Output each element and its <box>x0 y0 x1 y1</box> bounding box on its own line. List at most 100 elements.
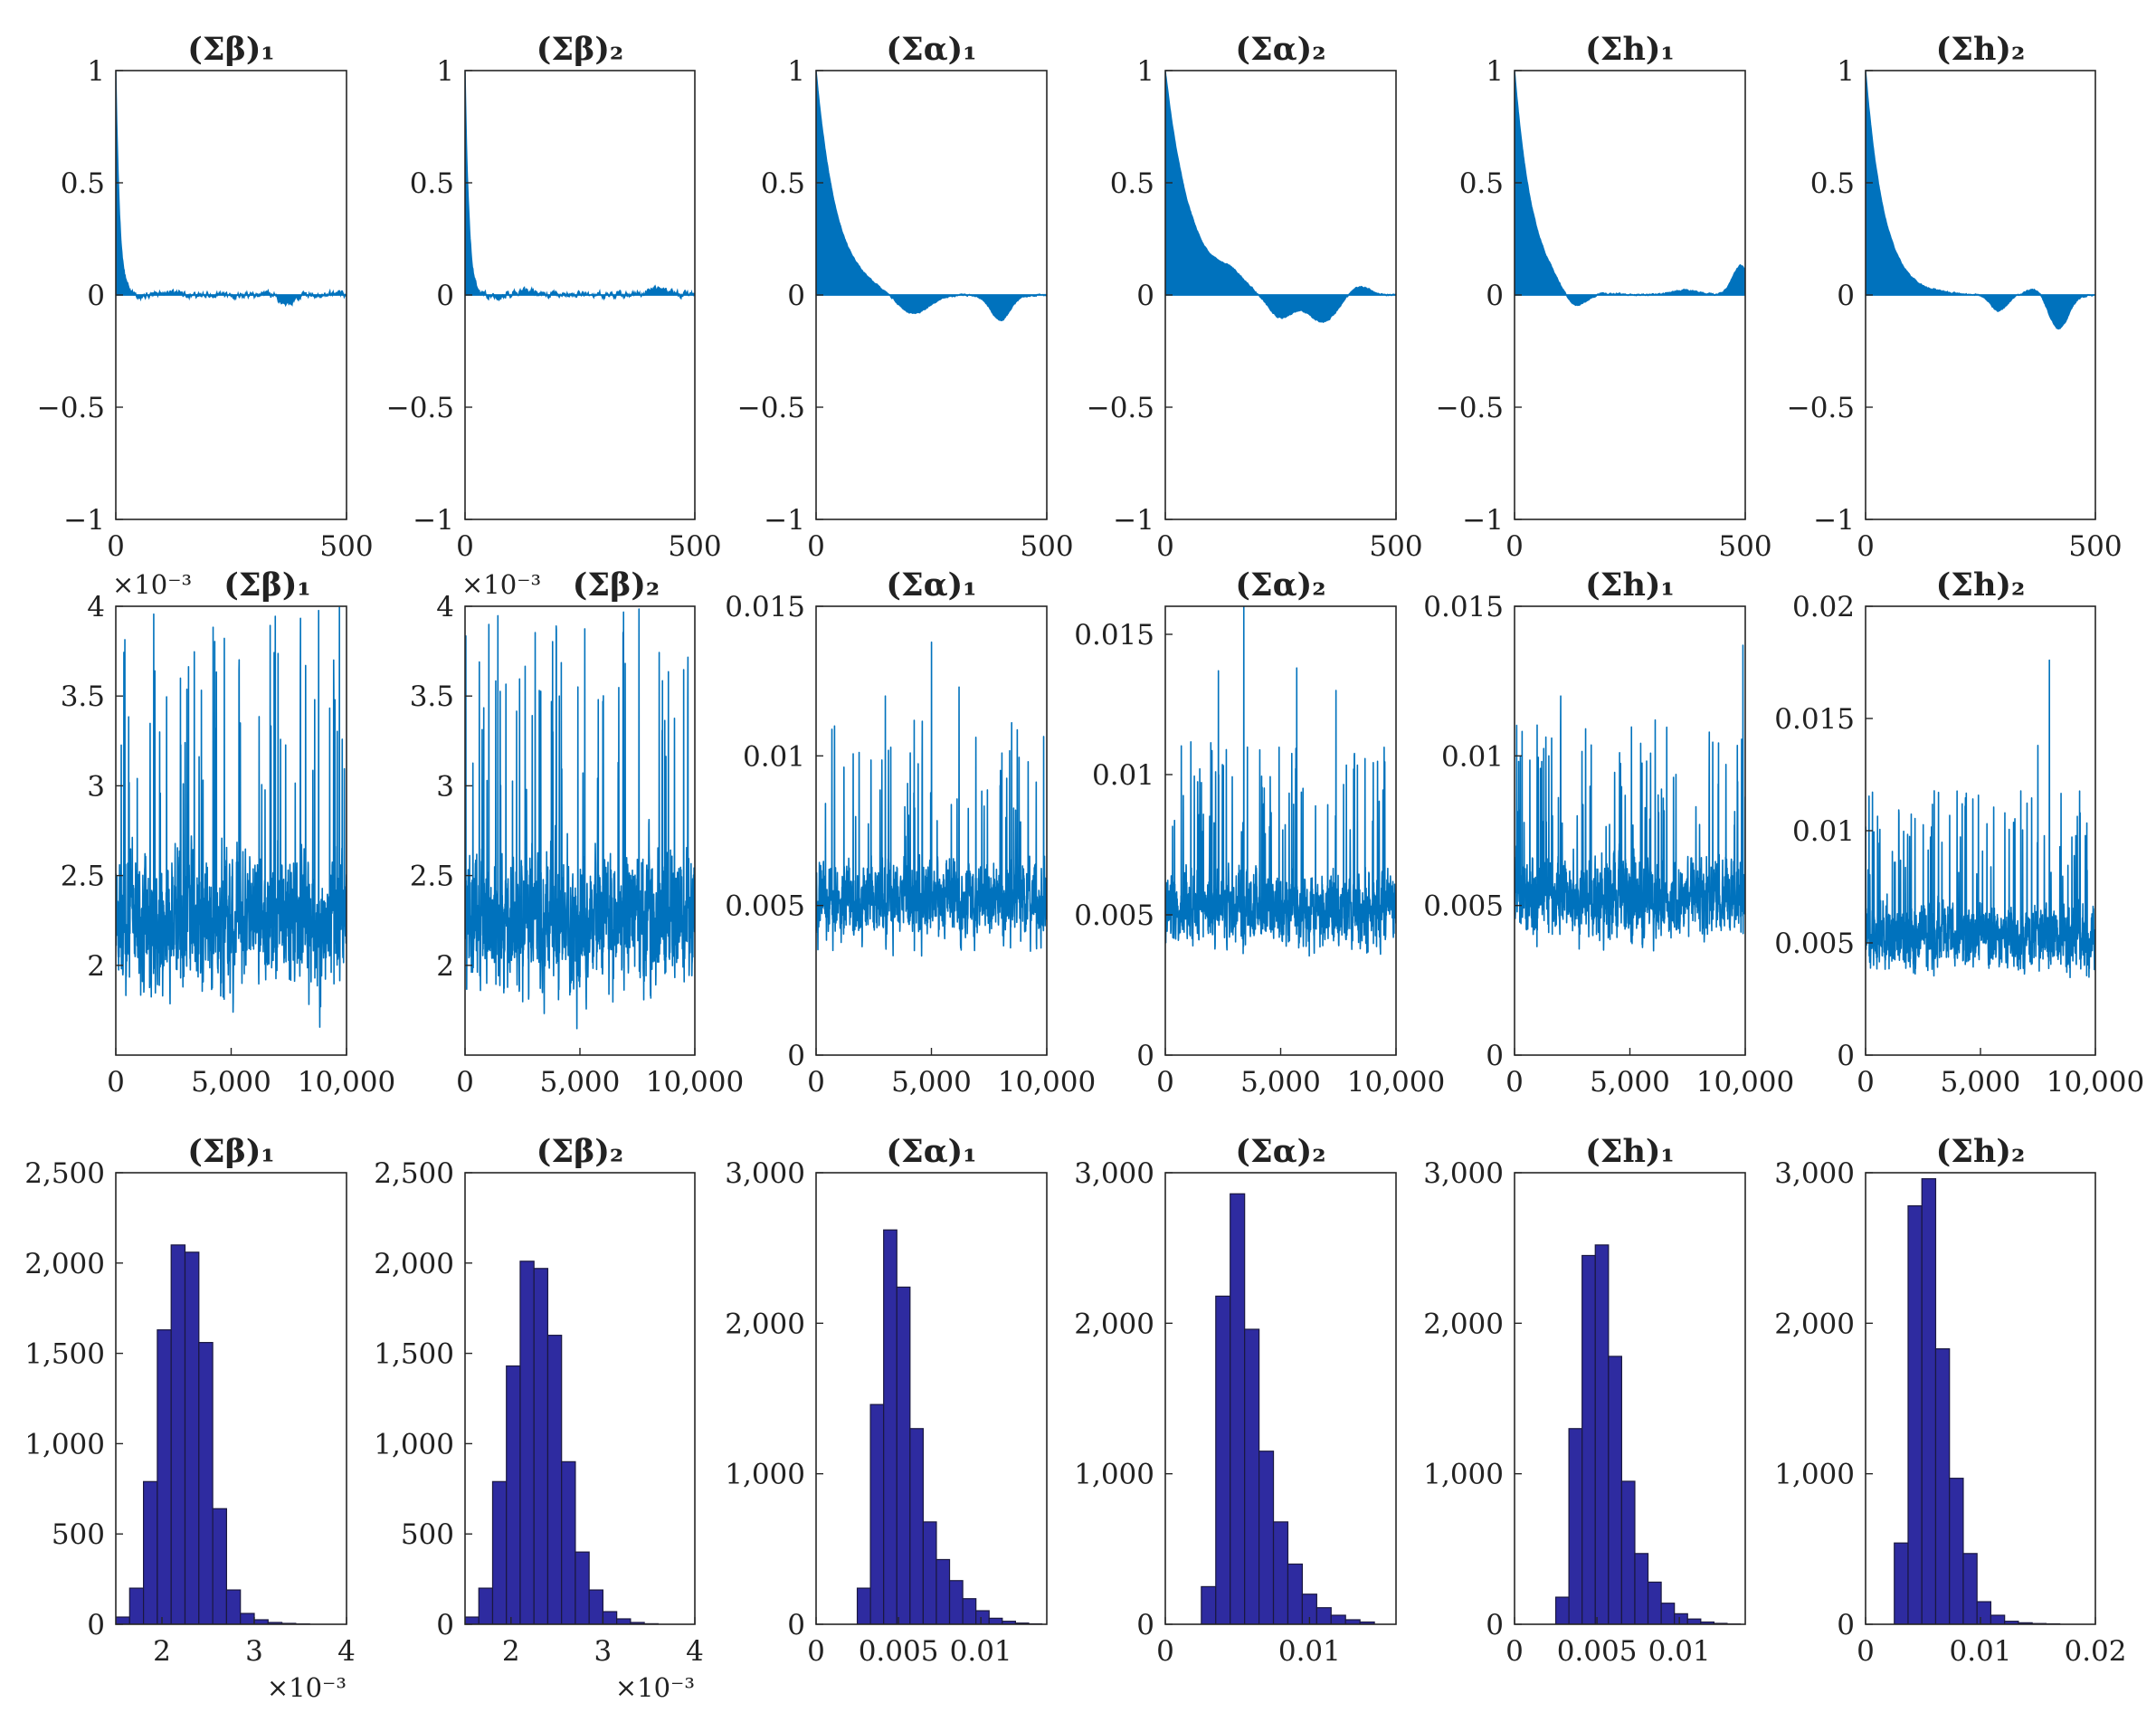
trace-line <box>116 606 347 1028</box>
x-tick-label: 0.005 <box>1557 1635 1638 1668</box>
hist-bar <box>1949 1478 1964 1624</box>
y-tick-label: 4 <box>87 591 105 623</box>
plot-area <box>465 608 695 1030</box>
y-tick-label: 2,500 <box>374 1157 454 1190</box>
hist-bar <box>575 1551 590 1624</box>
hist-bar <box>922 1521 937 1624</box>
panel-acf-h1: −1 −0.5 0 0.5 1 0 500 (Σh)₁ <box>1436 31 1772 563</box>
hist-bar <box>170 1244 186 1624</box>
hist-bar <box>546 1335 563 1624</box>
chart-title: (Σβ)₁ <box>187 1133 274 1170</box>
x-tick-label: 10,000 <box>2047 1066 2144 1099</box>
hist-bar <box>1287 1563 1304 1624</box>
chart-title: (Σα)₁ <box>886 566 976 604</box>
chart-title: (Σα)₂ <box>1235 566 1325 604</box>
y-tick-label: −0.5 <box>1787 392 1855 424</box>
y-tick-label: 3,000 <box>1774 1157 1855 1190</box>
x-tick-label: 500 <box>1369 530 1422 563</box>
hist-bar <box>948 1580 964 1624</box>
chart-title: (Σh)₂ <box>1936 566 2026 604</box>
y-tick-label: −0.5 <box>1087 392 1154 424</box>
y-tick-label: 0.5 <box>1459 167 1504 200</box>
x-tick-label: 5,000 <box>540 1066 621 1099</box>
hist-bar <box>1634 1553 1649 1624</box>
y-tick-label: 0 <box>436 1609 454 1641</box>
y-tick-label: 0 <box>1837 280 1855 312</box>
panel-trace-alpha2: 0 0.005 0.01 0.015 0 5,000 10,000 (Σα)₂ <box>1074 566 1445 1099</box>
x-tick-label: 10,000 <box>646 1066 744 1099</box>
y-tick-label: 0.015 <box>1774 703 1855 736</box>
y-tick-label: 0.5 <box>410 167 454 200</box>
x-tick-label: 500 <box>1020 530 1073 563</box>
hist-bar <box>491 1480 508 1624</box>
y-tick-label: 1 <box>87 55 105 88</box>
plot-area <box>116 606 347 1028</box>
y-tick-label: 500 <box>52 1518 105 1551</box>
trace-line <box>465 608 695 1030</box>
chart-title: (Σβ)₁ <box>187 31 274 68</box>
plot-area <box>1515 71 1745 307</box>
y-multiplier: ×10⁻³ <box>112 569 192 600</box>
x-tick-label: 0.01 <box>950 1635 1012 1668</box>
acf-area <box>1165 71 1396 324</box>
y-tick-label: 0 <box>1486 1609 1504 1641</box>
x-multiplier: ×10⁻³ <box>615 1672 695 1703</box>
hist-bar <box>116 1616 130 1624</box>
y-tick-label: 0 <box>87 280 105 312</box>
chart-title: (Σh)₁ <box>1585 31 1675 68</box>
y-tick-label: 0 <box>787 1609 805 1641</box>
y-tick-label: 1,000 <box>1774 1459 1855 1491</box>
y-tick-label: −1 <box>1813 504 1855 537</box>
y-tick-label: 0.01 <box>1792 815 1855 848</box>
hist-bar <box>465 1616 480 1624</box>
x-tick-label: 0.01 <box>1648 1635 1711 1668</box>
panel-trace-h2: 0 0.005 0.01 0.015 0.02 0 5,000 10,000 (Σh)₂ <box>1774 566 2144 1099</box>
y-tick-label: 0.005 <box>1074 899 1154 932</box>
y-tick-label: 3 <box>87 770 105 803</box>
y-tick-label: −0.5 <box>737 392 805 424</box>
panel-trace-h1: 0 0.005 0.01 0.015 0 5,000 10,000 (Σh)₁ <box>1423 566 1794 1099</box>
y-tick-label: 2,000 <box>1774 1308 1855 1340</box>
x-tick-label: 0.005 <box>859 1635 939 1668</box>
y-multiplier: ×10⁻³ <box>461 569 541 600</box>
panel-trace-beta2: 2 2.5 3 3.5 4 0 5,000 10,000 (Σβ)₂ ×10⁻³ <box>410 566 745 1099</box>
x-tick-label: 0 <box>1505 1635 1524 1668</box>
hist-bar <box>1258 1451 1275 1624</box>
axes-box <box>815 1172 1048 1625</box>
x-tick-label: 3 <box>594 1635 613 1668</box>
x-tick-label: 5,000 <box>191 1066 271 1099</box>
plot-area <box>1866 71 2095 330</box>
hist-bar <box>1976 1601 1992 1624</box>
hist-bar <box>198 1342 214 1624</box>
y-tick-label: 3,000 <box>1074 1157 1154 1190</box>
hist-bar <box>1674 1613 1688 1624</box>
y-tick-label: −1 <box>413 504 454 537</box>
hist-bar <box>1921 1178 1937 1624</box>
x-tick-label: 0 <box>1156 1066 1174 1099</box>
hist-bar <box>1894 1542 1909 1624</box>
panel-acf-beta1: −1 −0.5 0 0.5 1 0 500 (Σβ)₁ <box>37 31 374 563</box>
panel-acf-alpha2: −1 −0.5 0 0.5 1 0 500 (Σα)₂ <box>1087 31 1423 563</box>
x-tick-label: 0 <box>807 530 825 563</box>
x-tick-label: 3 <box>245 1635 263 1668</box>
plot-area <box>856 1229 1043 1624</box>
plot-area <box>1866 659 2095 978</box>
plot-area <box>116 71 347 308</box>
x-tick-label: 500 <box>2068 530 2122 563</box>
y-tick-label: 2.5 <box>61 861 105 893</box>
x-tick-label: 0 <box>1857 1066 1875 1099</box>
acf-area <box>116 71 347 308</box>
chart-title: (Σα)₁ <box>886 1133 976 1170</box>
plot-area <box>816 641 1047 957</box>
hist-bar <box>909 1428 924 1624</box>
y-tick-label: −1 <box>764 504 805 537</box>
hist-bar <box>157 1329 172 1624</box>
y-tick-label: 1 <box>1486 55 1504 88</box>
y-tick-label: 0 <box>787 280 805 312</box>
y-tick-label: 0 <box>787 1040 805 1072</box>
y-tick-label: 4 <box>436 591 454 623</box>
x-tick-label: 10,000 <box>298 1066 395 1099</box>
y-tick-label: 0 <box>1136 280 1154 312</box>
acf-area <box>465 71 695 302</box>
y-tick-label: 3,000 <box>725 1157 805 1190</box>
